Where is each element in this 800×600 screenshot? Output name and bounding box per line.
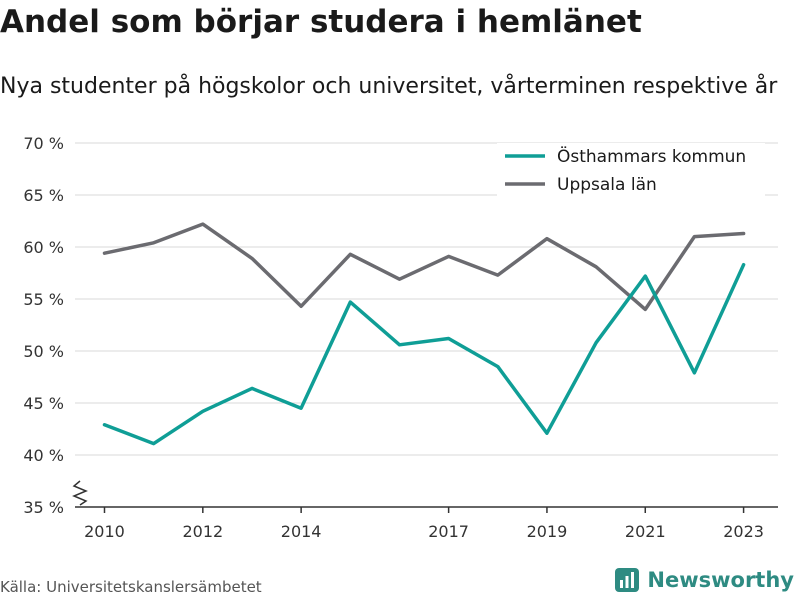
- legend-label: Uppsala län: [557, 175, 657, 195]
- series-line-osthammar: [102, 262, 746, 446]
- brand-name: Newsworthy: [647, 568, 794, 592]
- x-tick-label: 2017: [428, 522, 469, 541]
- axis-break-icon: [72, 480, 88, 506]
- newsworthy-logo-icon: [615, 568, 640, 592]
- y-tick-label: 35 %: [23, 498, 64, 517]
- y-tick-label: 45 %: [23, 394, 64, 413]
- brand-logo[interactable]: Newsworthy: [615, 568, 794, 592]
- y-tick-label: 70 %: [23, 134, 64, 153]
- legend-box: [497, 143, 765, 197]
- y-tick-label: 65 %: [23, 186, 64, 205]
- x-tick-label: 2023: [723, 522, 764, 541]
- y-tick-label: 60 %: [23, 238, 64, 257]
- axes: 35 % 40 % 45 % 50 % 55 % 60 % 65 % 70 % 2010 2012…: [23, 134, 778, 541]
- x-tick-label: 2019: [527, 522, 568, 541]
- x-tick-label: 2012: [182, 522, 223, 541]
- y-tick-label: 55 %: [23, 290, 64, 309]
- series-lines: [102, 222, 746, 446]
- chart-title: Andel som börjar studera i hemlänet: [0, 4, 642, 40]
- x-tick-label: 2010: [84, 522, 125, 541]
- legend: Östhammars kommun Uppsala län: [497, 143, 765, 197]
- legend-label: Östhammars kommun: [557, 145, 746, 167]
- source-note: Källa: Universitetskanslersämbetet: [0, 578, 262, 596]
- y-tick-label: 40 %: [23, 446, 64, 465]
- y-tick-label: 50 %: [23, 342, 64, 361]
- x-tick-label: 2014: [281, 522, 322, 541]
- chart-subtitle: Nya studenter på högskolor och universit…: [0, 74, 778, 99]
- x-tick-label: 2021: [625, 522, 666, 541]
- series-line-uppsala: [102, 222, 746, 312]
